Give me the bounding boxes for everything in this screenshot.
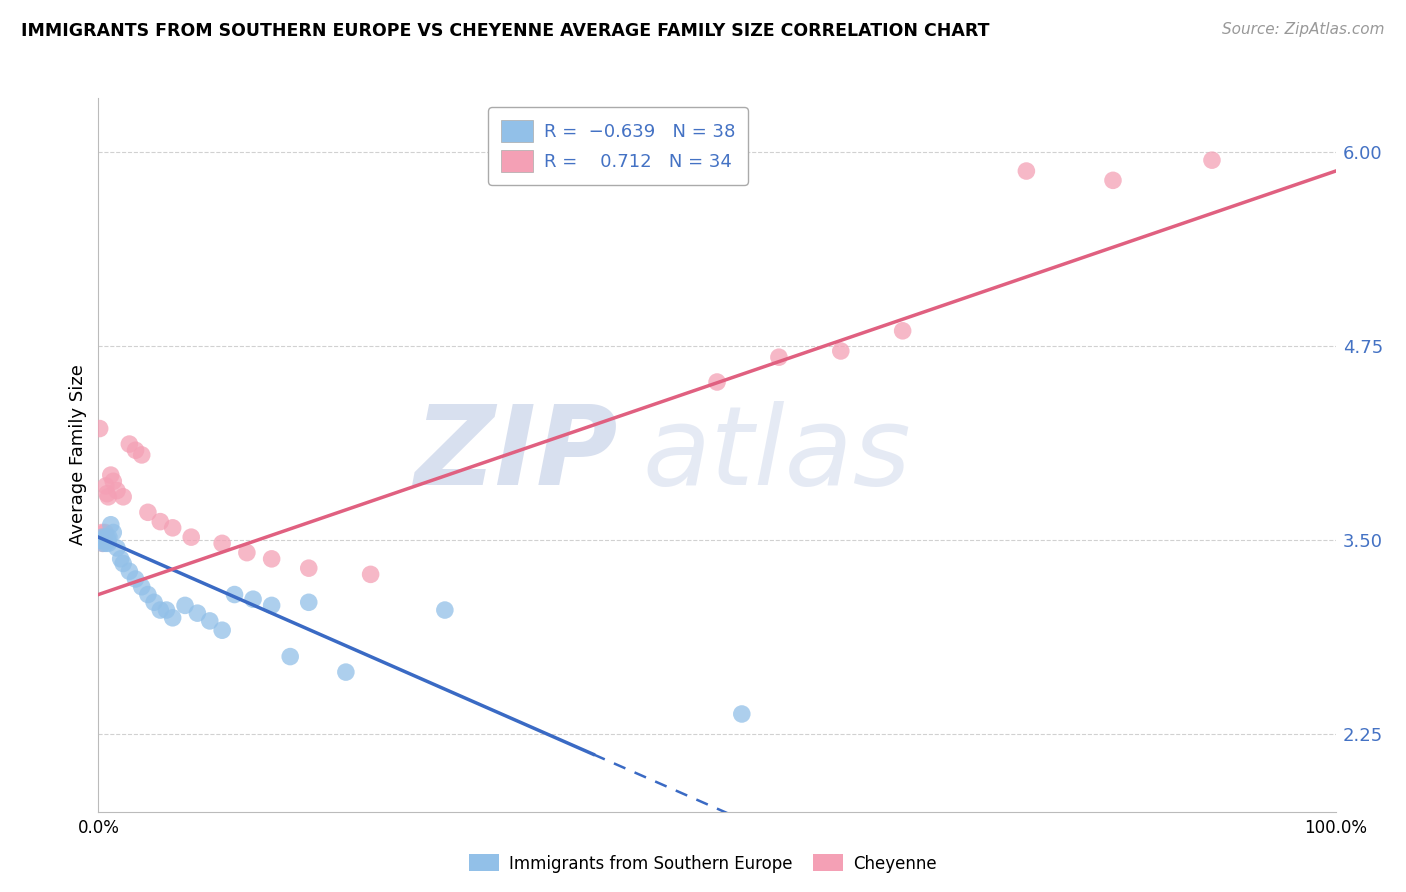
Point: [891, 324, 914, 338]
Point: [89, 421, 111, 435]
Point: [1015, 164, 1038, 178]
Y-axis label: Average Family Size: Average Family Size: [69, 365, 87, 545]
Point: [97, 536, 120, 550]
Point: [830, 343, 852, 358]
Point: [110, 552, 132, 566]
Point: [186, 606, 208, 620]
Point: [94, 530, 117, 544]
Point: [211, 624, 233, 638]
Point: [155, 603, 177, 617]
Point: [335, 665, 357, 679]
Point: [105, 483, 128, 498]
Point: [131, 580, 153, 594]
Legend: Immigrants from Southern Europe, Cheyenne: Immigrants from Southern Europe, Cheyenn…: [463, 847, 943, 880]
Point: [96, 530, 118, 544]
Point: [96, 533, 118, 548]
Point: [1102, 173, 1125, 187]
Point: [103, 525, 125, 540]
Point: [278, 649, 301, 664]
Point: [112, 490, 135, 504]
Point: [198, 614, 221, 628]
Point: [224, 588, 246, 602]
Point: [93, 530, 115, 544]
Point: [131, 448, 153, 462]
Point: [96, 486, 118, 500]
Point: [211, 536, 233, 550]
Point: [236, 546, 259, 560]
Point: [260, 599, 283, 613]
Point: [298, 595, 321, 609]
Point: [90, 533, 112, 548]
Point: [174, 599, 197, 613]
Point: [89, 533, 111, 548]
Point: [93, 533, 115, 548]
Point: [91, 536, 114, 550]
Point: [124, 572, 146, 586]
Point: [118, 564, 141, 578]
Point: [298, 561, 321, 575]
Point: [105, 541, 128, 555]
Text: IMMIGRANTS FROM SOUTHERN EUROPE VS CHEYENNE AVERAGE FAMILY SIZE CORRELATION CHAR: IMMIGRANTS FROM SOUTHERN EUROPE VS CHEYE…: [21, 22, 990, 40]
Text: ZIP: ZIP: [415, 401, 619, 508]
Point: [768, 350, 790, 364]
Point: [433, 603, 456, 617]
Point: [360, 567, 382, 582]
Point: [731, 706, 754, 721]
Point: [149, 515, 172, 529]
Point: [97, 530, 120, 544]
Point: [162, 611, 184, 625]
Point: [91, 525, 114, 540]
Point: [149, 603, 172, 617]
Point: [706, 375, 728, 389]
Point: [162, 521, 184, 535]
Point: [100, 468, 122, 483]
Point: [97, 533, 120, 548]
Point: [97, 490, 120, 504]
Point: [242, 592, 264, 607]
Point: [94, 525, 117, 540]
Point: [1201, 153, 1223, 168]
Point: [91, 536, 114, 550]
Point: [94, 479, 117, 493]
Point: [180, 530, 202, 544]
Legend: R =  −0.639   N = 38, R =    0.712   N = 34: R = −0.639 N = 38, R = 0.712 N = 34: [488, 107, 748, 185]
Point: [136, 588, 159, 602]
Text: Source: ZipAtlas.com: Source: ZipAtlas.com: [1222, 22, 1385, 37]
Point: [91, 530, 114, 544]
Point: [124, 443, 146, 458]
Point: [94, 536, 117, 550]
Point: [93, 530, 115, 544]
Point: [93, 533, 115, 548]
Point: [136, 505, 159, 519]
Point: [143, 595, 166, 609]
Point: [103, 475, 125, 489]
Point: [260, 552, 283, 566]
Point: [93, 533, 115, 548]
Point: [100, 517, 122, 532]
Text: atlas: atlas: [643, 401, 911, 508]
Point: [90, 533, 112, 548]
Point: [112, 557, 135, 571]
Point: [118, 437, 141, 451]
